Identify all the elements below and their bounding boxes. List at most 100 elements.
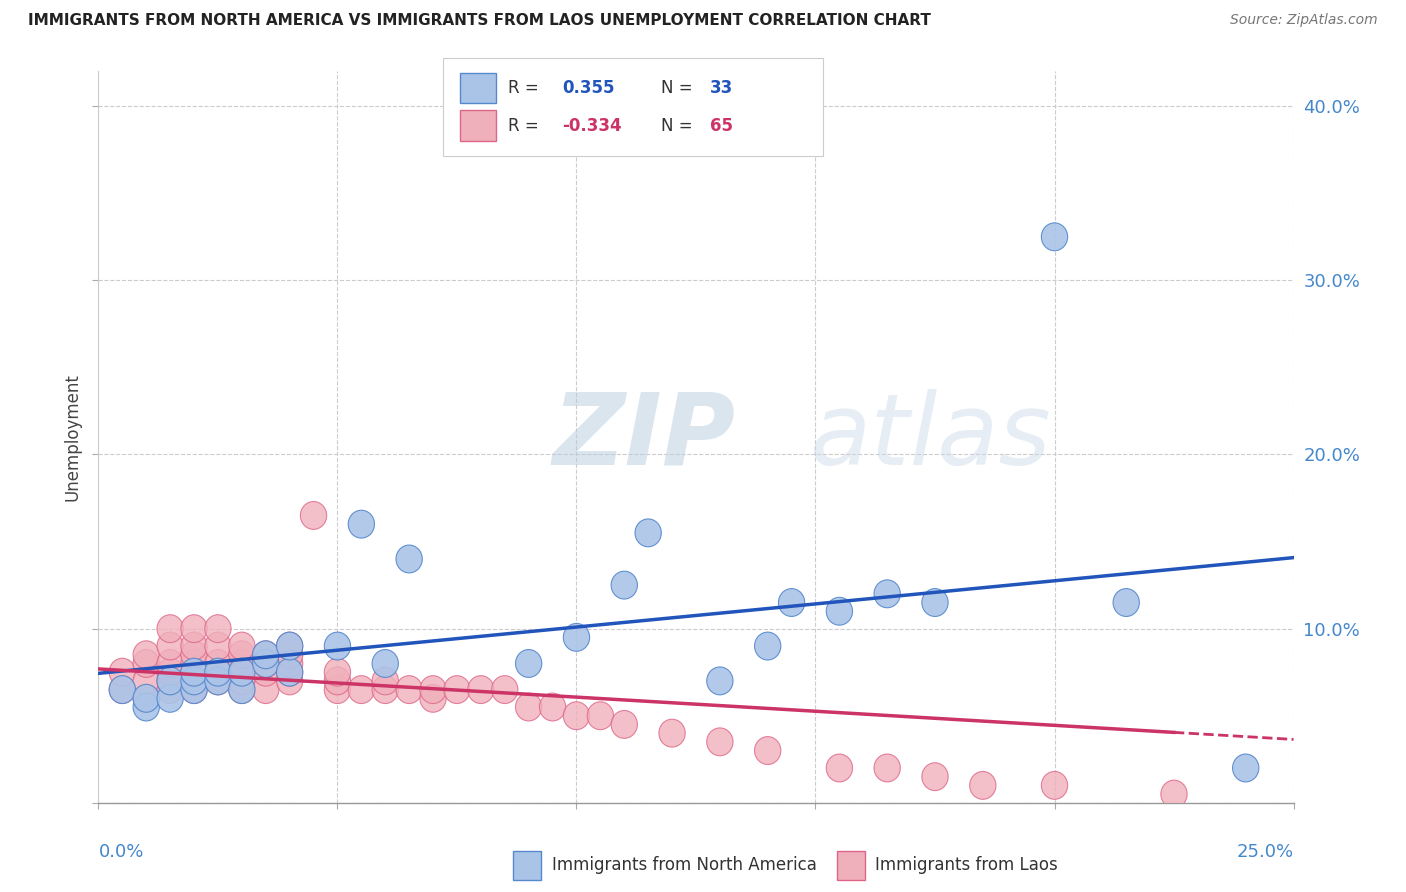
Text: IMMIGRANTS FROM NORTH AMERICA VS IMMIGRANTS FROM LAOS UNEMPLOYMENT CORRELATION C: IMMIGRANTS FROM NORTH AMERICA VS IMMIGRA… [28,13,931,29]
Ellipse shape [157,615,183,642]
Ellipse shape [373,667,398,695]
Ellipse shape [420,675,446,704]
Ellipse shape [970,772,995,799]
Ellipse shape [922,589,948,616]
Text: 0.355: 0.355 [562,78,614,96]
Ellipse shape [205,667,231,695]
Ellipse shape [229,649,254,677]
Ellipse shape [205,615,231,642]
Bar [461,111,495,141]
Text: Source: ZipAtlas.com: Source: ZipAtlas.com [1230,13,1378,28]
Ellipse shape [110,658,135,686]
Ellipse shape [420,684,446,712]
Ellipse shape [516,693,541,721]
Ellipse shape [755,632,780,660]
Ellipse shape [1114,589,1139,616]
Ellipse shape [181,649,207,677]
Text: R =: R = [508,78,538,96]
Ellipse shape [277,632,302,660]
Ellipse shape [181,675,207,704]
Ellipse shape [1233,754,1258,782]
Ellipse shape [205,658,231,686]
Ellipse shape [922,763,948,790]
Ellipse shape [325,658,350,686]
Ellipse shape [157,684,183,712]
Ellipse shape [564,624,589,651]
Ellipse shape [229,658,254,686]
Ellipse shape [134,684,159,712]
Ellipse shape [277,640,302,669]
Ellipse shape [181,615,207,642]
Ellipse shape [396,675,422,704]
Ellipse shape [253,675,278,704]
Ellipse shape [205,667,231,695]
Ellipse shape [277,667,302,695]
Ellipse shape [253,658,278,686]
Ellipse shape [636,519,661,547]
Ellipse shape [325,667,350,695]
Text: -0.334: -0.334 [562,117,621,135]
Bar [513,851,541,880]
Ellipse shape [229,667,254,695]
Text: ZIP: ZIP [553,389,735,485]
Text: 0.0%: 0.0% [98,843,143,861]
Text: Immigrants from North America: Immigrants from North America [551,856,817,874]
Ellipse shape [396,545,422,573]
Ellipse shape [827,598,852,625]
Text: atlas: atlas [810,389,1052,485]
Ellipse shape [277,658,302,686]
Ellipse shape [134,693,159,721]
Ellipse shape [707,728,733,756]
Ellipse shape [229,632,254,660]
Ellipse shape [277,632,302,660]
Ellipse shape [157,675,183,704]
Ellipse shape [229,658,254,686]
Ellipse shape [301,501,326,529]
Ellipse shape [253,649,278,677]
Ellipse shape [205,632,231,660]
Y-axis label: Unemployment: Unemployment [63,373,82,501]
Ellipse shape [110,675,135,704]
Ellipse shape [157,649,183,677]
Ellipse shape [875,580,900,607]
Ellipse shape [181,632,207,660]
Text: 25.0%: 25.0% [1236,843,1294,861]
Text: N =: N = [661,117,692,135]
Ellipse shape [253,649,278,677]
Ellipse shape [181,658,207,686]
Ellipse shape [205,649,231,677]
Ellipse shape [588,702,613,730]
Ellipse shape [1042,223,1067,251]
Ellipse shape [181,658,207,686]
Ellipse shape [1042,772,1067,799]
Ellipse shape [325,632,350,660]
Ellipse shape [325,675,350,704]
Ellipse shape [181,640,207,669]
Ellipse shape [540,693,565,721]
Ellipse shape [277,649,302,677]
Text: Immigrants from Laos: Immigrants from Laos [876,856,1057,874]
Ellipse shape [875,754,900,782]
Ellipse shape [779,589,804,616]
Ellipse shape [229,675,254,704]
Bar [837,851,865,880]
Ellipse shape [134,640,159,669]
Ellipse shape [134,667,159,695]
Ellipse shape [659,719,685,747]
Text: 33: 33 [710,78,734,96]
Ellipse shape [827,754,852,782]
Ellipse shape [157,667,183,695]
Ellipse shape [373,649,398,677]
Ellipse shape [707,667,733,695]
Ellipse shape [253,640,278,669]
Ellipse shape [157,658,183,686]
Ellipse shape [253,640,278,669]
Ellipse shape [1161,780,1187,808]
Text: 65: 65 [710,117,733,135]
Ellipse shape [157,667,183,695]
Ellipse shape [349,675,374,704]
Ellipse shape [277,658,302,686]
Ellipse shape [205,658,231,686]
Ellipse shape [110,675,135,704]
Text: R =: R = [508,117,538,135]
